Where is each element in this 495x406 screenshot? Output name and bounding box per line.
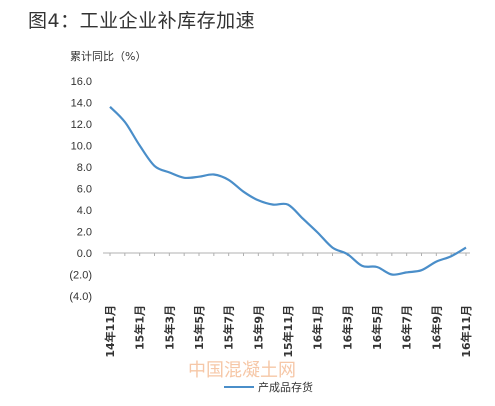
series-layer (109, 106, 467, 276)
y-tick-label: 2.0 (77, 227, 92, 239)
y-tick-label: 12.0 (71, 119, 92, 131)
y-tick-label: 10.0 (71, 141, 92, 153)
legend-label: 产成品存货 (258, 380, 313, 394)
y-tick-label: (4.0) (69, 291, 92, 303)
x-tick-label: 16年3月 (340, 305, 354, 350)
y-tick-label: 6.0 (77, 184, 92, 196)
x-tick-label: 14年11月 (103, 305, 117, 358)
x-tick-label: 16年11月 (459, 305, 473, 358)
x-tick-label: 15年1月 (133, 305, 147, 350)
y-tick-label: 8.0 (77, 162, 92, 174)
y-axis: 16.0 14.0 12.0 10.0 8.0 6.0 4.0 2.0 0.0 (2.0) (4.0… (69, 76, 92, 303)
y-tick-label: 16.0 (71, 76, 92, 88)
x-tick-label: 16年1月 (311, 305, 325, 350)
x-tick-label: 16年5月 (370, 305, 384, 350)
y-tick-label: 0.0 (77, 248, 92, 260)
figure-title: 图4：工业企业补库存加速 (28, 10, 256, 32)
legend: 产成品存货 (224, 380, 313, 394)
y-axis-label: 累计同比（%） (70, 50, 146, 63)
y-tick-label: 4.0 (77, 205, 92, 217)
y-tick-label: 14.0 (71, 98, 92, 110)
x-axis: 14年11月 15年1月 15年3月 15年5月 15年7月 15年9月 15年11月 16年… (103, 252, 473, 358)
series-line (109, 106, 467, 276)
watermark-text: 中国混凝土网 (188, 360, 296, 381)
x-tick-label: 16年7月 (400, 305, 414, 350)
x-tick-label: 15年7月 (222, 305, 236, 350)
x-tick-label: 15年9月 (251, 305, 265, 350)
x-tick-label: 15年11月 (281, 305, 295, 358)
y-tick-label: (2.0) (69, 270, 92, 282)
x-tick-label: 16年9月 (429, 305, 443, 350)
x-tick-label: 15年5月 (192, 305, 206, 350)
x-tick-label: 15年3月 (162, 305, 176, 350)
